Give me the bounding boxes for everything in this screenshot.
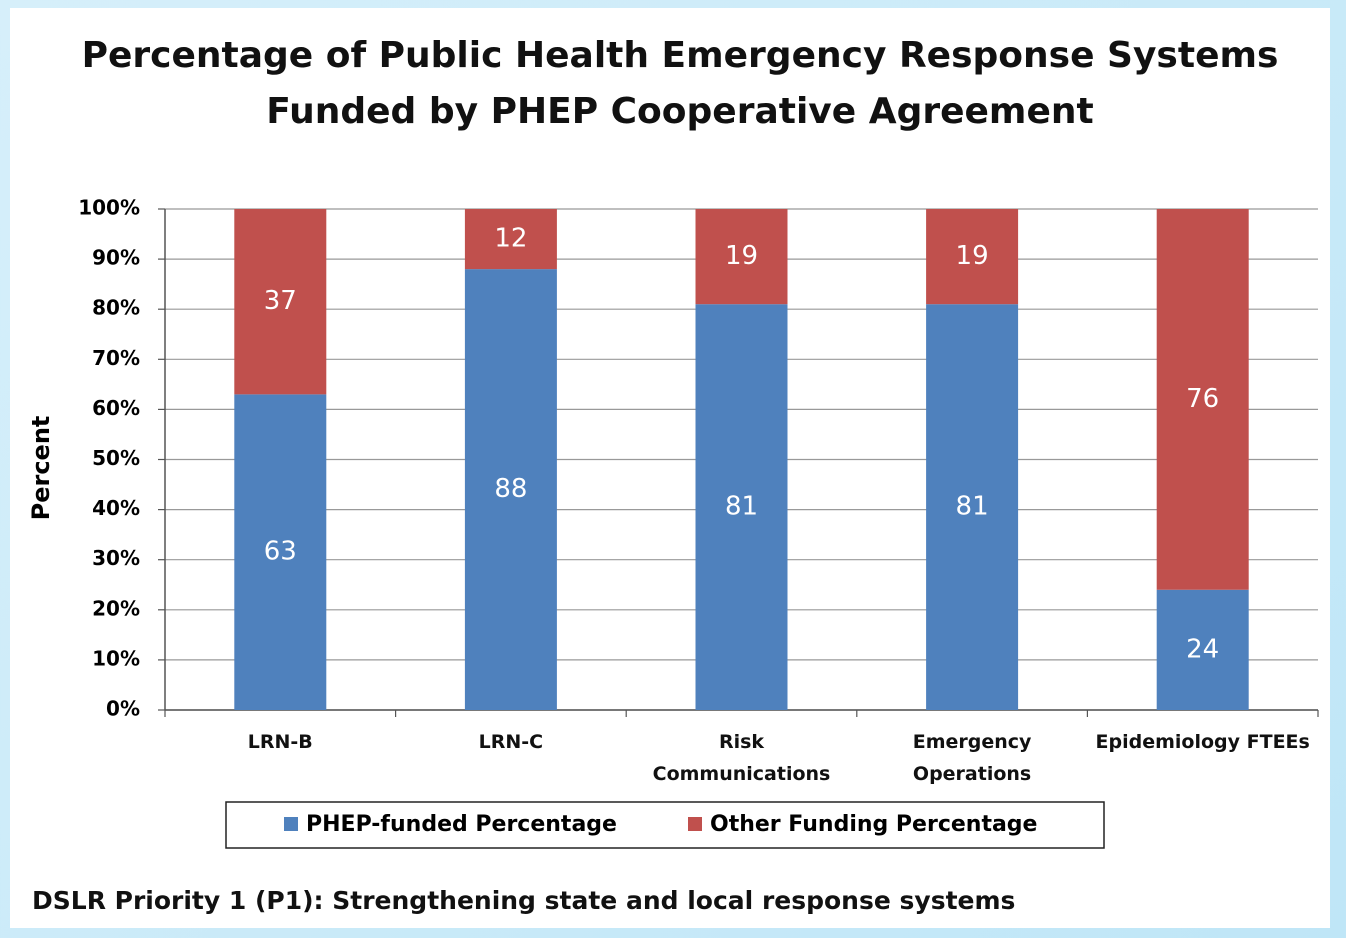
y-tick-label: 0% — [106, 697, 140, 721]
y-tick-label: 100% — [78, 196, 140, 220]
data-label: 81 — [956, 492, 989, 522]
bar-segment — [1156, 209, 1249, 590]
bar-segment — [464, 209, 557, 270]
x-tick-label: Epidemiology FTEEs — [1095, 731, 1310, 753]
data-label: 76 — [1186, 384, 1219, 414]
y-tick-label: 90% — [92, 246, 140, 270]
bar-segment — [234, 209, 327, 395]
legend-swatch — [688, 817, 702, 831]
bar-segment — [695, 209, 788, 305]
legend-label: PHEP-funded Percentage — [306, 812, 617, 837]
data-label: 24 — [1186, 634, 1219, 664]
bar-segment — [234, 394, 327, 710]
footnote: DSLR Priority 1 (P1): Strengthening stat… — [32, 886, 1016, 915]
legend-box — [225, 801, 1105, 849]
chart-panel: Percentage of Public Health Emergency Re… — [10, 8, 1330, 928]
x-tick-label: LRN-B — [247, 731, 313, 753]
chart: Percent 0% 10% 20% 30% 40% 50% 60% 70% 80% 90% 100… — [27, 196, 1319, 849]
data-label: 12 — [494, 224, 527, 254]
y-tick-label: 30% — [92, 546, 140, 570]
y-tick-label: 60% — [92, 396, 140, 420]
data-label: 19 — [725, 241, 758, 271]
bar-segment — [926, 304, 1019, 710]
bar-segment — [464, 269, 557, 710]
data-label: 81 — [725, 492, 758, 522]
y-tick-label: 40% — [92, 496, 140, 520]
legend-swatch — [284, 817, 298, 831]
chart-title: Percentage of Public Health Emergency Re… — [81, 35, 1279, 132]
y-tick-label: 70% — [92, 346, 140, 370]
y-tick-label: 20% — [92, 596, 140, 620]
y-axis-label: Percent — [27, 416, 55, 521]
data-label: 19 — [956, 241, 989, 271]
data-label: 88 — [494, 474, 527, 504]
x-tick-label: LRN-C — [478, 731, 544, 753]
x-tick-label: Risk Communications — [652, 731, 831, 785]
y-tick-label: 50% — [92, 446, 140, 470]
y-tick-label: 80% — [92, 296, 140, 320]
data-label: 37 — [264, 286, 297, 316]
bar-segment — [926, 209, 1019, 305]
legend-label: Other Funding Percentage — [710, 812, 1037, 837]
x-tick-label: Emergency Operations — [912, 731, 1032, 785]
y-tick-label: 10% — [92, 646, 140, 670]
bar-segment — [695, 304, 788, 710]
data-label: 63 — [264, 537, 297, 567]
bar-segment — [1156, 589, 1249, 710]
